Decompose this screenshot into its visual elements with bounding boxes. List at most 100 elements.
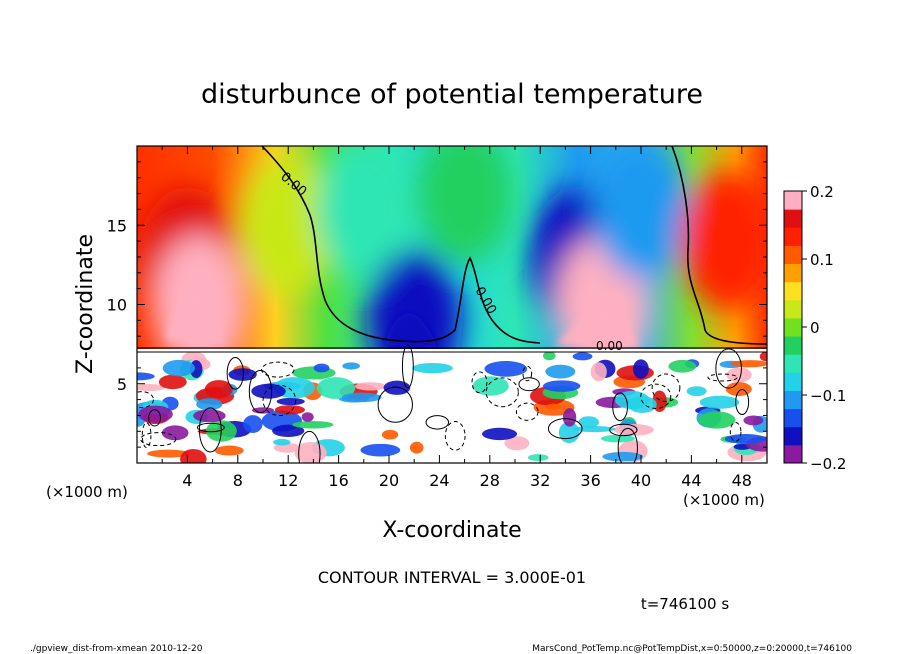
convective-contour	[522, 365, 533, 382]
colorbar-swatch	[784, 408, 802, 428]
convective-patch	[698, 411, 736, 429]
x-tick-label: 36	[580, 471, 600, 490]
x-tick-label: 4	[182, 471, 192, 490]
convective-patch	[276, 397, 305, 406]
convective-patch	[412, 363, 453, 374]
colorbar-swatch	[784, 191, 802, 210]
convective-patch	[724, 434, 767, 444]
colorbar	[784, 191, 802, 464]
convective-patch	[228, 368, 257, 381]
plot-area	[137, 146, 767, 463]
contour-interval: CONTOUR INTERVAL = 3.000E-01	[318, 568, 586, 587]
convective-patch	[147, 449, 191, 458]
convective-patch	[743, 415, 764, 426]
chart-title: disturbunce of potential temperature	[201, 79, 703, 110]
x-tick-label: 12	[278, 471, 298, 490]
y-axis-label: Z-coordinate	[73, 234, 98, 374]
convective-contour	[226, 356, 244, 390]
y-tick-label: 10	[107, 296, 127, 315]
convective-patch	[600, 434, 636, 443]
convective-patch	[699, 395, 740, 409]
y-unit-label: (×1000 m)	[46, 483, 128, 501]
convective-contour	[298, 430, 321, 463]
convective-patch	[484, 360, 528, 377]
x-tick-label: 8	[233, 471, 243, 490]
x-tick-label: 40	[631, 471, 651, 490]
convective-patch	[354, 382, 387, 391]
y-axis: 5 10 15	[107, 161, 767, 448]
convective-contour	[425, 415, 450, 430]
colorbar-ticks: 0.2 0.1 0 −0.1 −0.2	[802, 183, 846, 473]
field-sample-2	[240, 155, 337, 296]
convective-patch	[725, 382, 752, 397]
convective-patch	[243, 415, 263, 433]
convective-contour	[262, 384, 297, 417]
colorbar-swatch	[784, 390, 802, 410]
colorbar-swatch	[784, 336, 802, 355]
colorbar-swatch	[784, 263, 802, 283]
y-tick-label: 15	[107, 216, 127, 235]
colorbar-tick-label: −0.1	[810, 387, 846, 405]
field-sample-3	[315, 146, 412, 280]
x-axis-label: X-coordinate	[382, 518, 521, 543]
convective-patch	[272, 424, 305, 438]
convective-patch	[545, 364, 576, 379]
convective-contour	[707, 373, 738, 382]
contour-label-3: 0.00	[596, 339, 623, 353]
footer-left: ./gpview_dist-from-xmean 2010-12-20	[30, 644, 203, 654]
convective-patch	[138, 405, 173, 423]
convective-patch	[562, 408, 577, 427]
convective-contour	[261, 361, 295, 378]
x-tick-label: 16	[328, 471, 348, 490]
colorbar-tick-label: −0.2	[810, 455, 846, 473]
convective-contour	[148, 409, 161, 427]
convective-patch	[301, 412, 314, 422]
colorbar-swatch	[784, 209, 802, 228]
convective-patch	[528, 454, 549, 462]
convective-contour	[198, 407, 222, 453]
convective-patch	[316, 377, 356, 399]
convective-patch	[313, 363, 330, 373]
colorbar-swatch	[784, 426, 802, 446]
convective-patch	[161, 425, 189, 441]
convective-contour	[401, 344, 414, 389]
convective-patch	[613, 424, 654, 436]
y-tick-label: 5	[117, 375, 127, 394]
warm-core	[165, 282, 225, 345]
convective-contour	[444, 421, 466, 451]
x-tick-label: 44	[681, 471, 701, 490]
convective-patch	[137, 384, 165, 392]
convective-patch	[383, 380, 411, 395]
x-tick-label: 28	[480, 471, 500, 490]
convective-contour	[617, 427, 638, 463]
convective-patch	[759, 351, 767, 362]
convective-patch	[251, 383, 286, 399]
colorbar-tick-label: 0.1	[810, 251, 834, 269]
convective-patch	[409, 441, 424, 454]
colorbar-swatch	[784, 245, 802, 265]
convective-patch	[341, 392, 382, 403]
convective-patch	[294, 441, 327, 463]
field-sample-8	[593, 146, 689, 280]
colorbar-swatch	[784, 227, 802, 246]
convective-patch	[590, 362, 607, 382]
convective-patch	[504, 436, 530, 451]
convective-patch	[730, 360, 767, 368]
convective-patch	[542, 351, 556, 361]
x-tick-label: 32	[530, 471, 550, 490]
convective-contour	[140, 432, 177, 447]
convective-patch	[196, 398, 223, 411]
convective-patch	[686, 386, 707, 397]
convective-contour	[715, 348, 742, 389]
colorbar-swatch	[784, 444, 802, 464]
field-sample-5	[416, 146, 513, 264]
x-tick-label: 20	[379, 471, 399, 490]
field-sample-9	[681, 171, 767, 312]
convective-patch	[214, 445, 244, 456]
convective-contour	[471, 371, 488, 394]
convective-contour	[485, 377, 519, 408]
convective-patch	[572, 352, 593, 361]
convective-patch	[633, 359, 649, 379]
colorbar-swatch	[784, 354, 802, 373]
convective-patch	[545, 403, 561, 410]
